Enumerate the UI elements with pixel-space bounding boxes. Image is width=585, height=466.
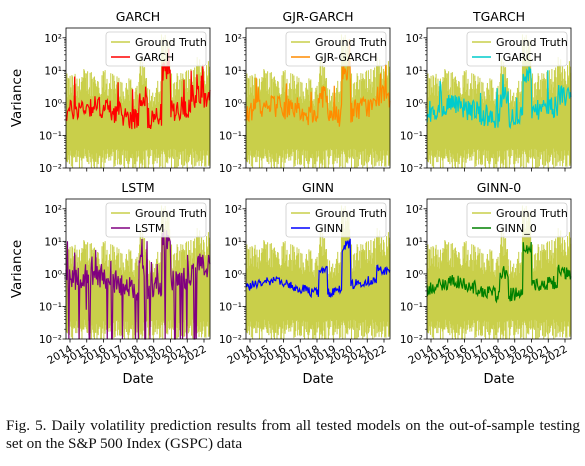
legend-box xyxy=(285,202,387,238)
y-tick-label: 10² xyxy=(44,204,62,216)
legend-box xyxy=(466,202,568,238)
legend-label-model: GARCH xyxy=(135,51,174,64)
figure: GARCH 10⁻² 10⁻¹ 10⁰ 10¹ 10² Ground Truth GARCH V… xyxy=(9,9,572,387)
y-tick-label: 10⁻¹ xyxy=(39,301,62,313)
y-tick-label: 10⁻¹ xyxy=(400,130,423,142)
y-tick-label: 10⁻² xyxy=(39,334,62,346)
panel-6: GINN-0 10⁻² 10⁻¹ 10⁰ 10¹ 10² Ground Truth GINN_… xyxy=(400,180,572,387)
x-axis-label: Date xyxy=(302,372,333,387)
y-tick-label: 10⁻¹ xyxy=(219,301,242,313)
y-tick-label: 10⁻² xyxy=(219,163,242,175)
panel-1: GARCH 10⁻² 10⁻¹ 10⁰ 10¹ 10² Ground Truth GARCH V… xyxy=(9,9,211,175)
legend-label-ground-truth: Ground Truth xyxy=(315,36,387,49)
legend: Ground Truth LSTM xyxy=(105,202,207,238)
plot-frame xyxy=(65,27,211,169)
legend-label-model: TGARCH xyxy=(495,51,542,64)
legend: Ground Truth TGARCH xyxy=(466,31,568,67)
y-tick-label: 10⁰ xyxy=(44,98,62,110)
legend-label-model: LSTM xyxy=(135,222,164,235)
y-tick-label: 10⁻¹ xyxy=(219,130,242,142)
legend-box xyxy=(105,202,207,238)
panel-3: TGARCH 10⁻² 10⁻¹ 10⁰ 10¹ 10² Ground Truth TGARC… xyxy=(400,9,572,175)
x-axis-label: Date xyxy=(122,372,153,387)
y-axis-label: Variance xyxy=(9,69,25,127)
y-tick-label: 10¹ xyxy=(405,65,423,77)
legend-label-model: GINN_0 xyxy=(496,222,537,235)
y-tick-label: 10⁻¹ xyxy=(400,301,423,313)
prediction-line xyxy=(245,238,391,299)
figure-caption: Fig. 5. Daily volatility prediction resu… xyxy=(6,417,580,452)
plot-frame xyxy=(245,27,391,169)
legend-label-model: GINN xyxy=(315,222,343,235)
panel-title: LSTM xyxy=(121,180,154,195)
prediction-line xyxy=(426,66,572,130)
y-tick-label: 10⁻² xyxy=(400,163,423,175)
plot-frame xyxy=(65,198,211,340)
legend: Ground Truth GINN xyxy=(285,202,387,238)
plot-frame xyxy=(245,198,391,340)
legend: Ground Truth GINN_0 xyxy=(466,202,568,238)
legend-label-ground-truth: Ground Truth xyxy=(496,207,568,220)
legend-label-ground-truth: Ground Truth xyxy=(496,36,568,49)
y-tick-label: 10² xyxy=(405,204,423,216)
legend: Ground Truth GJR-GARCH xyxy=(285,31,387,67)
y-tick-label: 10² xyxy=(224,204,242,216)
y-tick-label: 10¹ xyxy=(44,236,62,248)
legend: Ground Truth GARCH xyxy=(105,31,207,67)
y-tick-label: 10¹ xyxy=(224,65,242,77)
prediction-line xyxy=(245,39,391,127)
prediction-line xyxy=(426,241,572,304)
plot-frame xyxy=(426,27,572,169)
y-tick-label: 10⁰ xyxy=(224,269,242,281)
y-tick-label: 10¹ xyxy=(224,236,242,248)
y-tick-label: 10⁰ xyxy=(44,269,62,281)
y-tick-label: 10² xyxy=(44,33,62,45)
panel-title: GINN-0 xyxy=(477,180,522,195)
panel-2: GJR-GARCH 10⁻² 10⁻¹ 10⁰ 10¹ 10² Ground Truth GJ… xyxy=(219,9,391,175)
legend-label-ground-truth: Ground Truth xyxy=(315,207,387,220)
legend-label-ground-truth: Ground Truth xyxy=(135,36,207,49)
legend-box xyxy=(285,31,387,67)
y-tick-label: 10⁻¹ xyxy=(39,130,62,142)
legend-label-model: GJR-GARCH xyxy=(315,51,377,64)
y-tick-label: 10¹ xyxy=(44,65,62,77)
x-axis-label: Date xyxy=(483,372,514,387)
y-tick-label: 10⁰ xyxy=(405,269,423,281)
y-tick-label: 10⁰ xyxy=(405,98,423,110)
legend-box xyxy=(105,31,207,67)
panel-title: GJR-GARCH xyxy=(283,9,354,24)
plot-frame xyxy=(426,198,572,340)
legend-label-ground-truth: Ground Truth xyxy=(135,207,207,220)
y-tick-label: 10⁰ xyxy=(224,98,242,110)
panel-title: TGARCH xyxy=(472,9,525,24)
y-tick-label: 10¹ xyxy=(405,236,423,248)
panel-title: GARCH xyxy=(116,9,160,24)
y-tick-label: 10⁻² xyxy=(400,334,423,346)
y-tick-label: 10⁻² xyxy=(39,163,62,175)
y-axis-label: Variance xyxy=(9,240,25,298)
y-tick-label: 10² xyxy=(224,33,242,45)
prediction-line xyxy=(65,48,211,130)
legend-box xyxy=(466,31,568,67)
y-tick-label: 10² xyxy=(405,33,423,45)
y-tick-label: 10⁻² xyxy=(219,334,242,346)
prediction-line xyxy=(65,229,211,340)
panel-title: GINN xyxy=(302,180,334,195)
